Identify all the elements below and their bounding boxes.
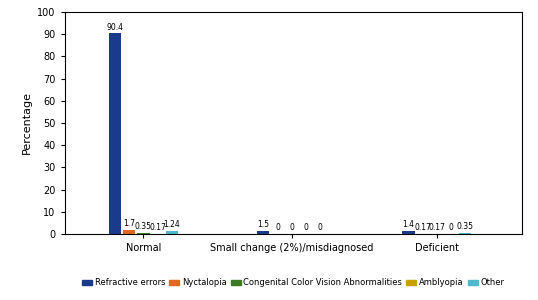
Text: 0.17: 0.17 [149,223,166,232]
Text: 0: 0 [275,223,280,232]
Text: 1.5: 1.5 [257,220,269,229]
Bar [257,231,270,234]
Text: 0: 0 [449,223,454,232]
Bar [166,231,178,234]
Text: 0: 0 [317,223,322,232]
Text: 1.7: 1.7 [123,220,135,229]
Bar [123,230,136,234]
Text: 90.4: 90.4 [107,22,124,32]
Legend: Refractive errors, Nyctalopia, Congenital Color Vision Abnormalities, Amblyopia,: Refractive errors, Nyctalopia, Congenita… [82,278,504,287]
Bar [137,233,150,234]
Text: 1.24: 1.24 [164,220,180,230]
Y-axis label: Percentage: Percentage [22,92,32,154]
Text: 0.35: 0.35 [457,222,473,231]
Text: 0: 0 [303,223,308,232]
Text: 0.17: 0.17 [414,223,431,232]
Text: 0.17: 0.17 [428,223,445,232]
Bar [402,231,415,234]
Bar [459,233,471,234]
Text: 1.4: 1.4 [402,220,414,229]
Text: 0: 0 [289,223,294,232]
Bar [109,33,121,234]
Text: 0.35: 0.35 [135,222,152,231]
